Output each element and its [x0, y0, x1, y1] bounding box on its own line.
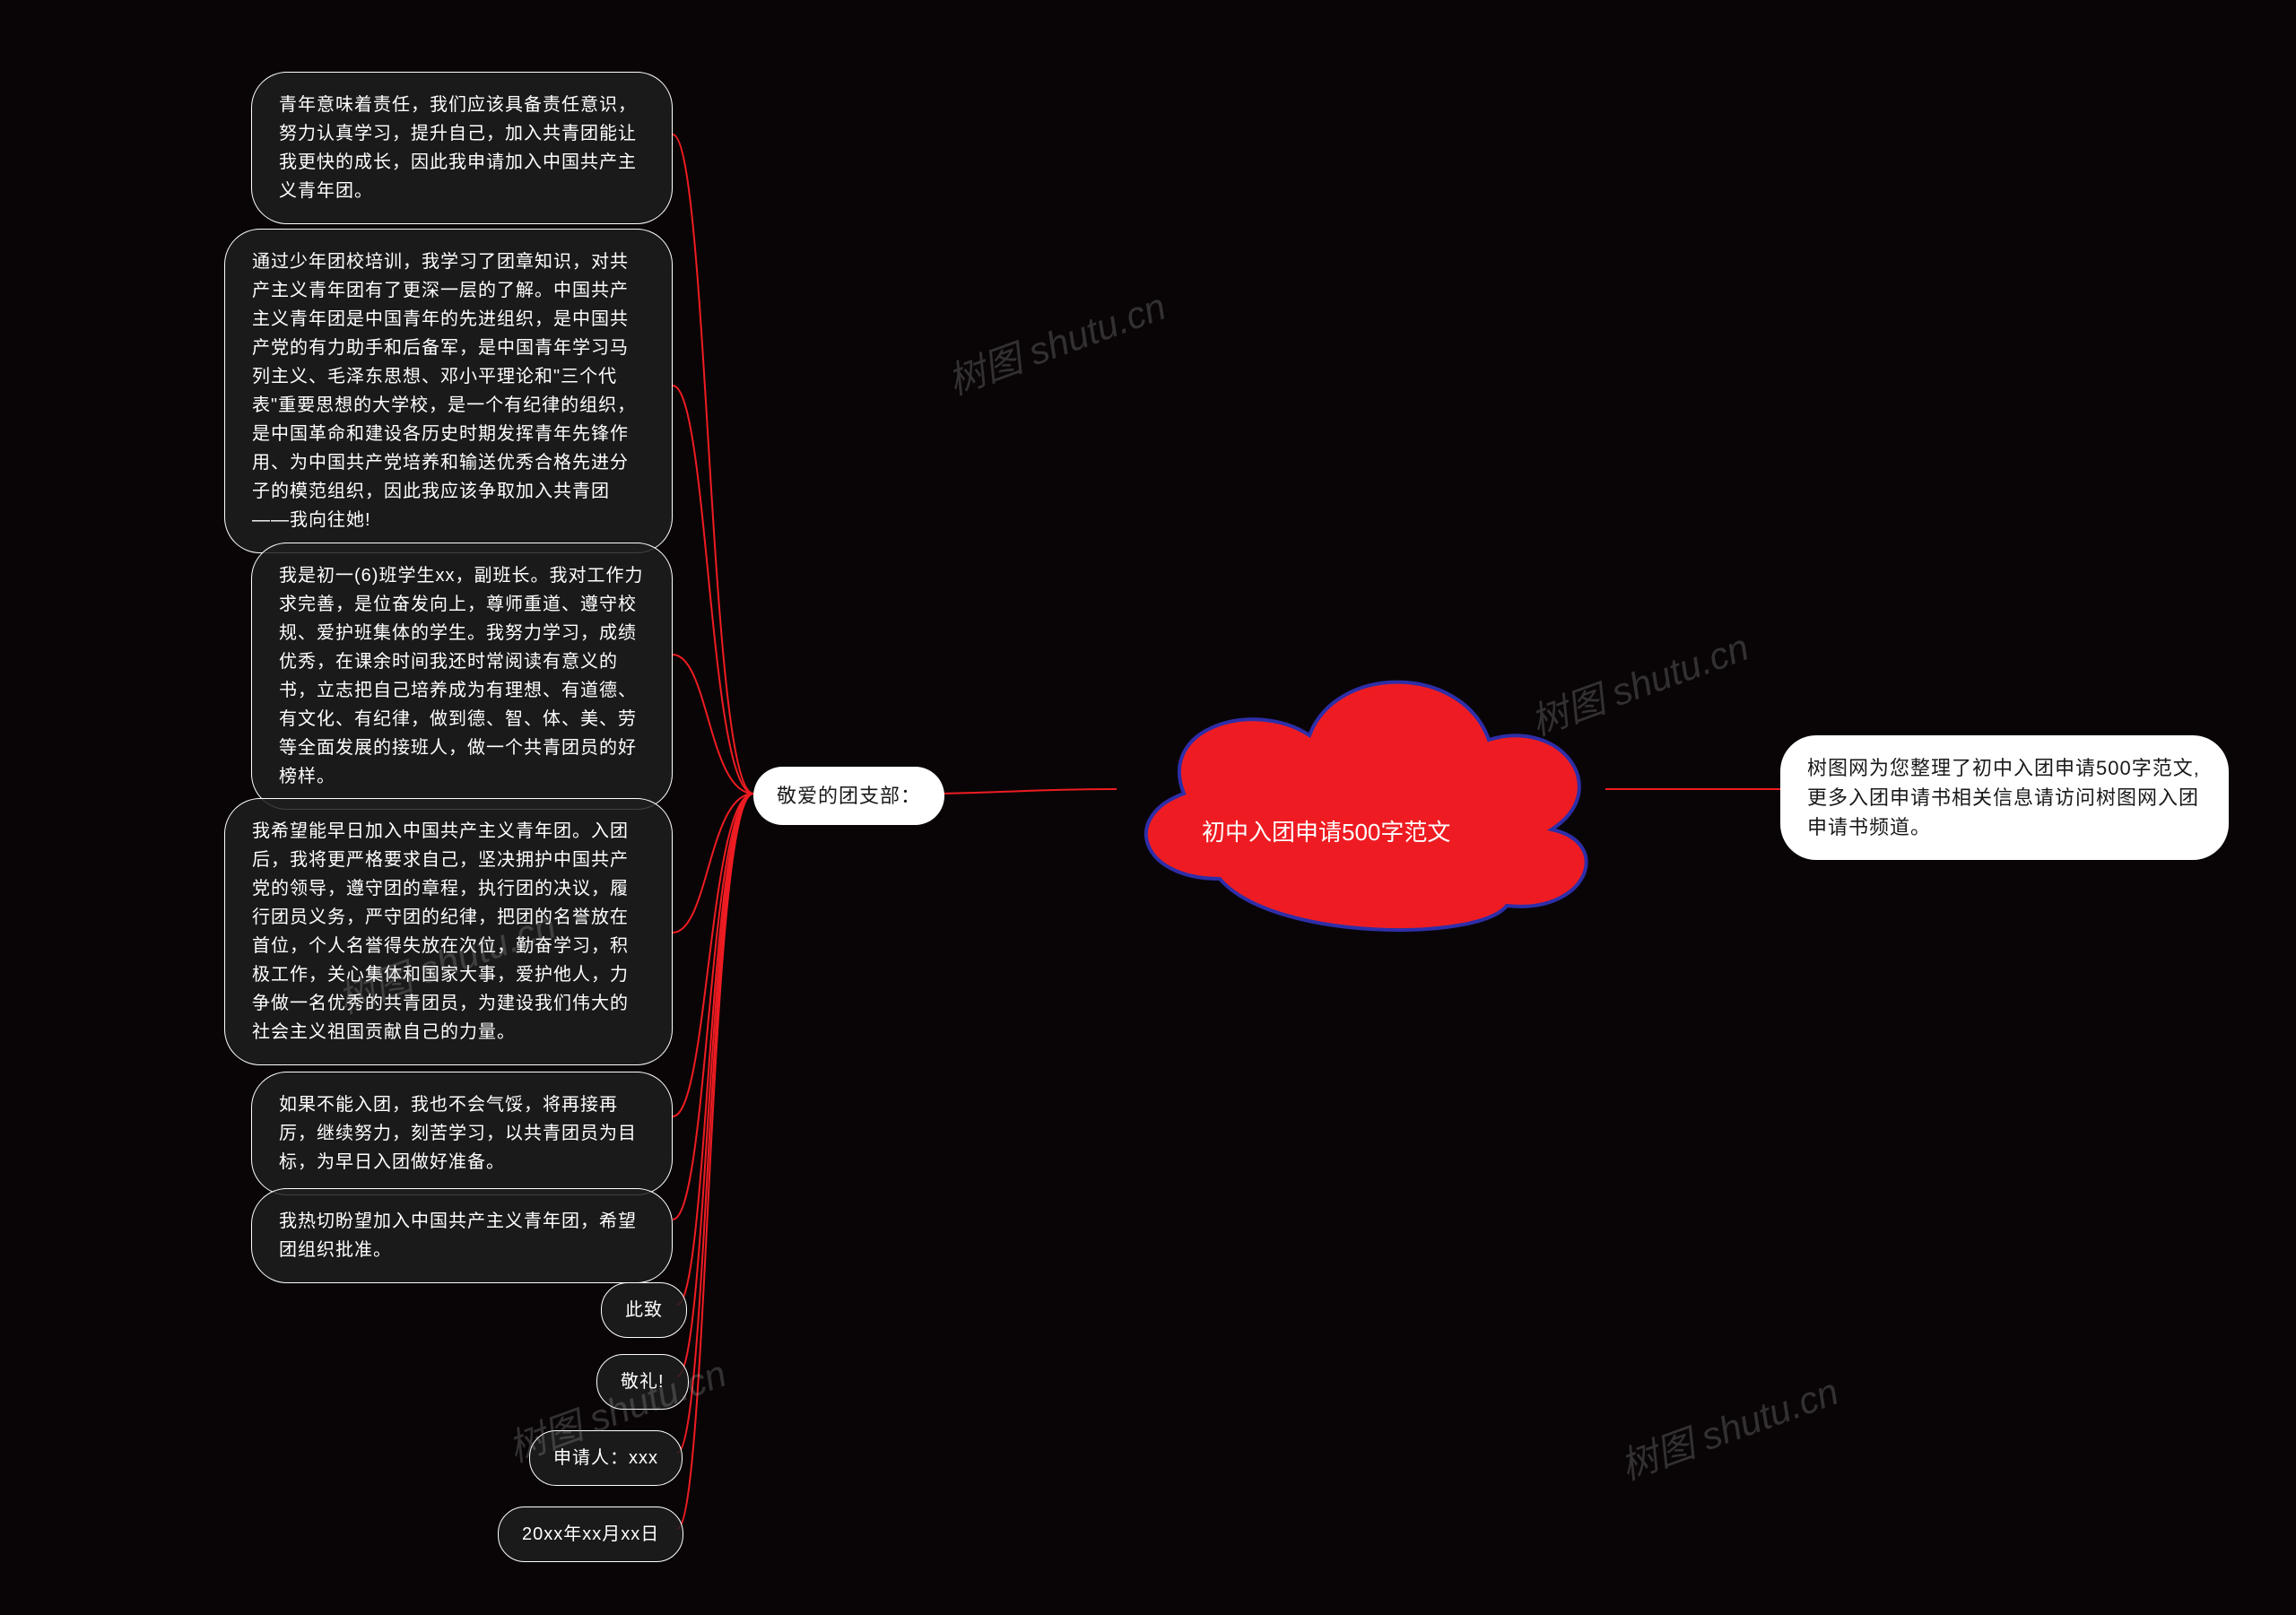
right-description-node: 树图网为您整理了初中入团申请500字范文,更多入团申请书相关信息请访问树图网入团… — [1780, 735, 2229, 860]
left-node-3: 我是初一(6)班学生xx，副班长。我对工作力求完善，是位奋发向上，尊师重道、遵守… — [251, 543, 673, 810]
left-node-10: 20xx年xx月xx日 — [498, 1506, 683, 1562]
mindmap-canvas: 初中入团申请500字范文 树图网为您整理了初中入团申请500字范文,更多入团申请… — [0, 0, 2296, 1615]
left-node-8: 敬礼! — [596, 1354, 689, 1410]
left-node-1: 青年意味着责任，我们应该具备责任意识，努力认真学习，提升自己，加入共青团能让我更… — [251, 72, 673, 224]
edge-left-1 — [673, 135, 753, 794]
left-node-7: 此致 — [601, 1282, 687, 1338]
left-node-9: 申请人：xxx — [529, 1430, 683, 1486]
left-node-2: 通过少年团校培训，我学习了团章知识，对共产主义青年团有了更深一层的了解。中国共产… — [224, 229, 673, 553]
watermark: 树图 shutu.cn — [939, 276, 1172, 405]
edge-left-9 — [677, 794, 753, 1453]
edge-left-7 — [677, 794, 753, 1305]
left-node-6: 我热切盼望加入中国共产主义青年团，希望团组织批准。 — [251, 1188, 673, 1283]
edge-left-8 — [677, 794, 753, 1376]
edge-left-5 — [673, 794, 753, 1116]
edge-left-3 — [673, 655, 753, 794]
center-cloud-shape — [1085, 610, 1623, 951]
watermark: 树图 shutu.cn — [1612, 1361, 1845, 1490]
left-node-5: 如果不能入团，我也不会气馁，将再接再厉，继续努力，刻苦学习，以共青团员为目标，为… — [251, 1072, 673, 1195]
left-branch-label: 敬爱的团支部： — [753, 767, 944, 825]
edge-left-10 — [677, 794, 753, 1529]
left-node-4: 我希望能早日加入中国共产主义青年团。入团后，我将更严格要求自己，坚决拥护中国共产… — [224, 798, 673, 1065]
edge-left-4 — [673, 794, 753, 933]
edge-left-6 — [673, 794, 753, 1220]
edge-left-2 — [673, 386, 753, 794]
